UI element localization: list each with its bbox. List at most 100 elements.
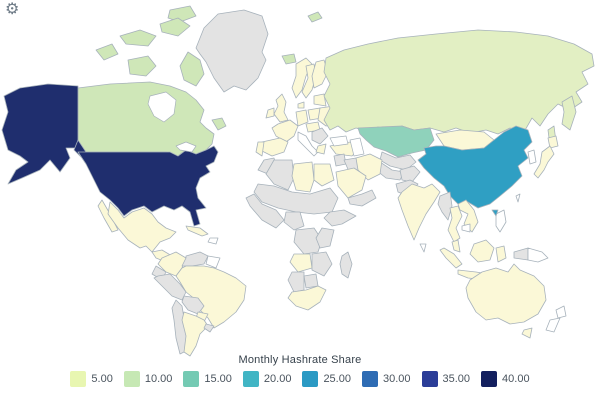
legend-swatch-20: [242, 371, 259, 387]
country-iceland[interactable]: [281, 53, 297, 65]
country-west-africa[interactable]: [245, 193, 285, 229]
country-kenya-tanzania[interactable]: [315, 227, 335, 249]
country-cambodia[interactable]: [461, 223, 471, 233]
country-denmark[interactable]: [297, 101, 305, 109]
country-brazil[interactable]: [175, 265, 247, 329]
country-greece[interactable]: [315, 143, 327, 155]
country-canada-newfoundland[interactable]: [211, 117, 227, 131]
country-vietnam-laos[interactable]: [457, 199, 479, 233]
country-tasmania[interactable]: [521, 327, 533, 339]
country-china[interactable]: [417, 125, 533, 209]
country-thailand[interactable]: [447, 205, 463, 243]
country-taiwan[interactable]: [515, 193, 521, 203]
legend-swatch-40: [481, 371, 498, 387]
country-hainan[interactable]: [491, 209, 499, 217]
country-papua-indonesia[interactable]: [513, 247, 529, 261]
legend-item: 40.00: [481, 371, 530, 387]
settings-gear-icon[interactable]: ⚙: [5, 1, 20, 18]
country-uruguay[interactable]: [203, 323, 215, 333]
country-argentina[interactable]: [181, 311, 209, 357]
country-south-africa[interactable]: [287, 285, 327, 311]
country-svalbard[interactable]: [307, 11, 323, 23]
country-korea[interactable]: [527, 149, 537, 165]
country-canada-arctic-4[interactable]: [95, 43, 119, 61]
country-sri-lanka[interactable]: [419, 243, 427, 253]
country-nigeria-cameroon[interactable]: [283, 211, 305, 231]
country-france[interactable]: [271, 119, 299, 143]
country-usa[interactable]: [77, 145, 219, 227]
country-mexico[interactable]: [107, 201, 177, 253]
country-angola[interactable]: [289, 253, 313, 273]
country-myanmar[interactable]: [437, 191, 453, 221]
country-new-zealand-north[interactable]: [555, 305, 567, 319]
legend-swatch-30: [361, 371, 378, 387]
country-russia-kamchatka[interactable]: [561, 95, 577, 131]
country-philippines[interactable]: [495, 209, 507, 233]
legend-swatch-35: [421, 371, 438, 387]
country-borneo[interactable]: [469, 239, 495, 263]
country-new-zealand-south[interactable]: [545, 317, 561, 333]
country-yemen-oman[interactable]: [347, 189, 377, 207]
country-sulawesi[interactable]: [495, 245, 507, 263]
hudson-bay: [147, 91, 177, 123]
country-canada-arctic-1[interactable]: [167, 5, 197, 23]
country-spain[interactable]: [259, 137, 289, 157]
country-zambia-mozambique[interactable]: [311, 251, 333, 277]
country-ireland[interactable]: [265, 107, 275, 119]
country-horn-of-africa[interactable]: [323, 209, 357, 227]
country-germany[interactable]: [295, 109, 309, 127]
legend-title: Monthly Hashrate Share: [238, 354, 362, 366]
country-united-kingdom[interactable]: [273, 93, 289, 123]
world-choropleth-map: [1, 5, 595, 357]
country-venezuela[interactable]: [181, 251, 209, 267]
country-canada-baffin-island[interactable]: [179, 51, 205, 87]
country-greenland[interactable]: [195, 9, 269, 93]
legend-item: 35.00: [421, 371, 471, 387]
country-saudi-arabia[interactable]: [335, 167, 367, 199]
country-canada-victoria-island[interactable]: [127, 55, 157, 77]
country-guyanas[interactable]: [205, 255, 221, 269]
country-cuba[interactable]: [185, 225, 209, 237]
caspian-sea: [349, 137, 365, 157]
country-baltics[interactable]: [313, 93, 327, 107]
country-egypt[interactable]: [313, 163, 335, 187]
country-finland[interactable]: [311, 59, 329, 89]
legend-label: 5.00: [91, 373, 113, 385]
country-australia[interactable]: [465, 263, 547, 325]
legend-label: 30.00: [382, 373, 411, 385]
country-malaysia[interactable]: [451, 239, 461, 253]
country-russia[interactable]: [323, 29, 595, 135]
country-india[interactable]: [397, 183, 441, 241]
country-sweden[interactable]: [301, 63, 317, 99]
country-algeria[interactable]: [265, 159, 295, 191]
country-botswana[interactable]: [303, 273, 319, 289]
legend-label: 35.00: [442, 373, 471, 385]
map-svg: [1, 5, 595, 357]
legend-swatch-15: [183, 371, 200, 387]
legend-item: 5.00: [70, 371, 113, 387]
country-japan[interactable]: [533, 145, 555, 179]
country-namibia[interactable]: [287, 271, 305, 293]
country-madagascar[interactable]: [339, 251, 353, 279]
country-portugal[interactable]: [255, 141, 265, 157]
legend-item: 20.00: [242, 371, 291, 387]
country-canada-arctic-3[interactable]: [119, 29, 157, 47]
legend-label: 40.00: [502, 373, 530, 385]
country-japan-hokkaido[interactable]: [547, 135, 559, 149]
country-canada-arctic-2[interactable]: [159, 17, 191, 37]
black-sea: [329, 135, 349, 147]
country-kazakhstan[interactable]: [357, 125, 435, 158]
country-drc[interactable]: [293, 227, 323, 255]
country-libya[interactable]: [291, 161, 315, 193]
country-italy[interactable]: [297, 131, 319, 157]
legend-row: 5.00 10.00 15.00 20.00 25.00 30.00 35.00: [70, 371, 530, 387]
country-hispaniola[interactable]: [207, 237, 219, 245]
legend-swatch-5: [70, 371, 87, 387]
country-balkans[interactable]: [311, 127, 329, 145]
country-afghanistan[interactable]: [399, 165, 421, 183]
country-usa-alaska[interactable]: [1, 83, 79, 185]
country-papua-new-guinea[interactable]: [527, 247, 549, 263]
legend-swatch-10: [123, 371, 140, 387]
country-sumatra[interactable]: [439, 247, 463, 269]
country-peru[interactable]: [153, 273, 187, 301]
